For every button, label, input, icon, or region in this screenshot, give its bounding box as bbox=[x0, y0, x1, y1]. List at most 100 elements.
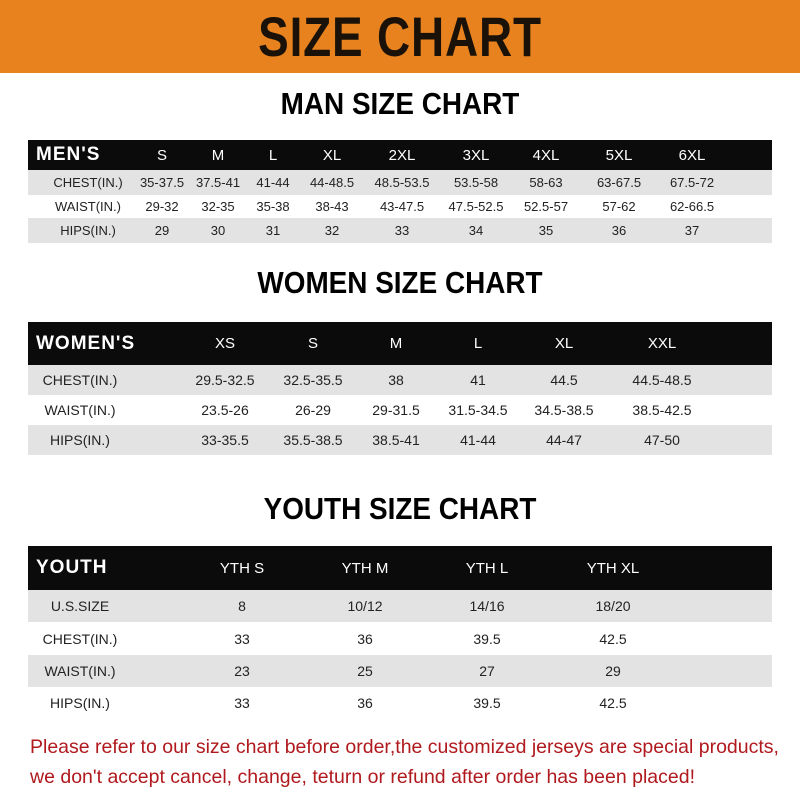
measurement-value: 36 bbox=[357, 630, 373, 647]
measurement-value: 31 bbox=[265, 223, 281, 238]
measurement-value: 8 bbox=[238, 598, 246, 614]
measurement-value: 29-32 bbox=[145, 199, 179, 214]
measurement-value: 44.5-48.5 bbox=[632, 372, 692, 388]
size-header-cell: M bbox=[389, 335, 403, 352]
measurement-value: 41-44 bbox=[460, 432, 496, 448]
measurement-value: 47.5-52.5 bbox=[448, 199, 504, 214]
measurement-label: WAIST(IN.) bbox=[44, 402, 116, 418]
measurement-label: CHEST(IN.) bbox=[42, 372, 118, 388]
measurement-value: 14/16 bbox=[469, 598, 505, 614]
main-title: SIZE CHART bbox=[258, 5, 542, 68]
measurement-value: 35 bbox=[538, 223, 554, 238]
measurement-value: 29.5-32.5 bbox=[195, 372, 255, 388]
measurement-value: 67.5-72 bbox=[669, 175, 715, 190]
measurement-value: 33 bbox=[234, 694, 250, 711]
size-header-cell: XS bbox=[214, 335, 236, 352]
measurement-label: WAIST(IN.) bbox=[44, 663, 116, 679]
measurement-value: 34.5-38.5 bbox=[534, 402, 594, 418]
measurement-value: 29-31.5 bbox=[372, 402, 420, 418]
measurement-value: 32.5-35.5 bbox=[283, 372, 343, 388]
table-row: WAIST(IN.) 23.5-26 26-29 29-31.5 31.5-34.5 34… bbox=[28, 395, 772, 425]
size-header-cell: YTH S bbox=[219, 559, 265, 577]
size-header-cell: YTH XL bbox=[586, 559, 640, 577]
order-note-line-1: Please refer to our size chart before or… bbox=[30, 736, 779, 758]
measurement-label: HIPS(IN.) bbox=[60, 223, 116, 238]
measurement-value: 32 bbox=[324, 223, 340, 238]
measurement-value: 30 bbox=[210, 223, 226, 238]
table-row: HIPS(IN.) 29 30 31 32 33 34 35 36 37 bbox=[28, 218, 772, 243]
measurement-value: 25 bbox=[357, 663, 373, 679]
measurement-value: 44.5 bbox=[550, 372, 578, 388]
measurement-value: 35-38 bbox=[256, 199, 290, 214]
measurement-value: 38.5-41 bbox=[372, 432, 420, 448]
table-title-cell: WOMEN'S bbox=[36, 332, 136, 354]
measurement-value: 47-50 bbox=[644, 432, 680, 448]
size-header-cell: L bbox=[268, 146, 278, 164]
size-header-cell: XXL bbox=[647, 335, 677, 352]
measurement-value: 34 bbox=[468, 223, 484, 238]
table-row: CHEST(IN.) 33 36 39.5 42.5 bbox=[28, 622, 772, 655]
size-header-cell: 6XL bbox=[678, 146, 706, 164]
size-header-cell: 4XL bbox=[532, 146, 560, 164]
measurement-value: 53.5-58 bbox=[453, 175, 499, 190]
order-note-line-2: we don't accept cancel, change, teturn o… bbox=[30, 766, 695, 788]
table-row: WAIST(IN.) 23 25 27 29 bbox=[28, 655, 772, 687]
size-header-cell: XL bbox=[322, 146, 342, 164]
measurement-value: 18/20 bbox=[595, 598, 631, 614]
size-chart-banner: SIZE CHART bbox=[0, 0, 800, 73]
measurement-value: 43-47.5 bbox=[379, 199, 425, 214]
table-row: CHEST(IN.) 29.5-32.5 32.5-35.5 38 41 44.5 44.5… bbox=[28, 365, 772, 395]
measurement-value: 27 bbox=[479, 663, 495, 679]
measurement-value: 38 bbox=[388, 372, 404, 388]
size-header-cell: XL bbox=[554, 335, 574, 352]
measurement-value: 32-35 bbox=[201, 199, 235, 214]
measurement-value: 48.5-53.5 bbox=[374, 175, 430, 190]
measurement-value: 37 bbox=[684, 223, 700, 238]
measurement-value: 33-35.5 bbox=[201, 432, 249, 448]
measurement-value: 23 bbox=[234, 663, 250, 679]
measurement-value: 26-29 bbox=[295, 402, 331, 418]
youth-header-row: YOUTH YTH S YTH M YTH L YTH XL bbox=[28, 546, 772, 590]
size-header-cell: S bbox=[156, 146, 168, 164]
table-row: HIPS(IN.) 33-35.5 35.5-38.5 38.5-41 41-44 44-… bbox=[28, 425, 772, 455]
men-header-row: MEN'S S M L XL 2XL 3XL 4XL 5XL 6XL bbox=[28, 140, 772, 170]
measurement-value: 36 bbox=[611, 223, 627, 238]
measurement-value: 29 bbox=[605, 663, 621, 679]
size-header-cell: M bbox=[211, 146, 225, 164]
size-header-cell: S bbox=[307, 335, 319, 352]
measurement-label: U.S.SIZE bbox=[50, 598, 110, 614]
measurement-value: 58-63 bbox=[529, 175, 563, 190]
measurement-value: 57-62 bbox=[602, 199, 636, 214]
size-header-cell: YTH M bbox=[341, 559, 389, 577]
measurement-value: 33 bbox=[394, 223, 410, 238]
size-header-cell: L bbox=[473, 335, 483, 352]
measurement-value: 62-66.5 bbox=[669, 199, 715, 214]
size-header-cell: 3XL bbox=[462, 146, 490, 164]
table-row: CHEST(IN.) 35-37.5 37.5-41 41-44 44-48.5 48.5… bbox=[28, 170, 772, 195]
table-title-cell: YOUTH bbox=[36, 557, 108, 578]
table-row: HIPS(IN.) 33 36 39.5 42.5 bbox=[28, 687, 772, 718]
size-header-cell: 2XL bbox=[388, 146, 416, 164]
measurement-value: 44-47 bbox=[546, 432, 582, 448]
measurement-value: 35.5-38.5 bbox=[283, 432, 343, 448]
measurement-value: 29 bbox=[154, 223, 170, 238]
measurement-value: 41-44 bbox=[256, 175, 290, 190]
table-row: WAIST(IN.) 29-32 32-35 35-38 38-43 43-47.5 47.… bbox=[28, 195, 772, 218]
measurement-value: 33 bbox=[234, 630, 250, 647]
measurement-value: 52.5-57 bbox=[523, 199, 569, 214]
women-header-row: WOMEN'S XS S M L XL XXL bbox=[28, 322, 772, 365]
measurement-value: 42.5 bbox=[599, 694, 627, 711]
table-title-cell: MEN'S bbox=[36, 144, 101, 165]
measurement-label: CHEST(IN.) bbox=[53, 175, 123, 190]
measurement-value: 39.5 bbox=[473, 694, 501, 711]
men-section-title: MAN SIZE CHART bbox=[280, 86, 520, 121]
size-header-cell: 5XL bbox=[605, 146, 633, 164]
table-row: U.S.SIZE 8 10/12 14/16 18/20 bbox=[28, 590, 772, 622]
women-section-title: WOMEN SIZE CHART bbox=[257, 265, 543, 300]
measurement-value: 23.5-26 bbox=[201, 402, 249, 418]
measurement-value: 38-43 bbox=[315, 199, 349, 214]
measurement-value: 36 bbox=[357, 694, 373, 711]
measurement-value: 37.5-41 bbox=[195, 175, 241, 190]
measurement-value: 10/12 bbox=[347, 598, 383, 614]
measurement-label: HIPS(IN.) bbox=[50, 694, 110, 711]
